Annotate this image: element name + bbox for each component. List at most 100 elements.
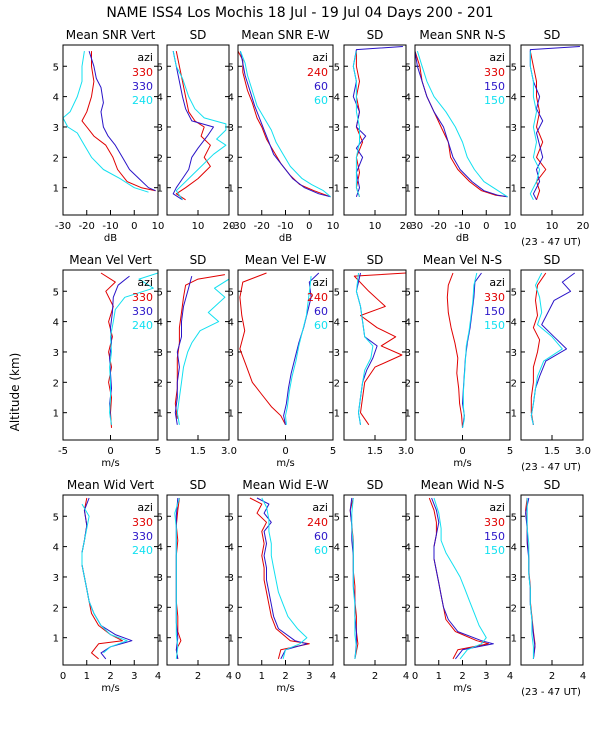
y-tick-label: 3: [405, 573, 411, 584]
panel-frame: [343, 494, 407, 666]
x-tick-label: 2: [195, 671, 201, 682]
series-group: [172, 51, 227, 201]
y-axis-label: Altitude (km): [8, 353, 22, 432]
y-tick-label: 3: [228, 348, 234, 359]
legend-entry: 150: [484, 94, 505, 107]
y-tick-label: 3: [157, 348, 163, 359]
series-line-2: [462, 272, 482, 428]
panel-title: SD: [190, 28, 207, 42]
series-group: [174, 274, 229, 425]
legend-header: azi: [312, 501, 328, 514]
panel-frame: [520, 269, 584, 441]
panel-title: Mean Wid E-W: [242, 478, 328, 492]
panel-title: SD: [544, 253, 561, 267]
y-tick-label: 4: [53, 318, 59, 329]
panel-2: SD 1 2 3 4 5 10 20: [157, 28, 236, 232]
series-line-3: [239, 50, 331, 198]
y-tick-label: 3: [53, 573, 59, 584]
panel-frame: [62, 44, 159, 216]
y-tick-label: 5: [228, 62, 234, 73]
panel-frame: [520, 44, 584, 216]
y-tick-label: 4: [511, 318, 517, 329]
x-tick-label: 5: [330, 446, 336, 457]
series-group: [529, 46, 580, 201]
panel-title: SD: [544, 28, 561, 42]
x-tick-label: 1.5: [367, 446, 383, 457]
x-tick-label: 0: [459, 446, 465, 457]
x-axis-label: m/s: [276, 458, 294, 469]
ut-note-row-1: (23 - 47 UT): [521, 237, 581, 248]
y-tick-label: 1: [53, 634, 59, 645]
panel-frame: [237, 44, 334, 216]
ut-note-row-2: (23 - 47 UT): [521, 462, 581, 473]
legend-entry: 240: [132, 94, 153, 107]
series-line-3: [63, 51, 149, 193]
y-tick-label: 5: [334, 287, 340, 298]
x-axis-label: m/s: [276, 683, 294, 694]
y-tick-label: 5: [405, 287, 411, 298]
y-tick-label: 2: [53, 603, 59, 614]
series-line-1: [530, 272, 547, 425]
x-tick-label: 4: [507, 671, 513, 682]
x-axis-label: dB: [104, 233, 117, 244]
panel-frame: [237, 269, 334, 441]
series-line-3: [174, 497, 180, 659]
x-tick-label: 5: [155, 446, 161, 457]
series-line-3: [172, 51, 227, 201]
x-tick-label: 1.5: [544, 446, 560, 457]
y-tick-label: 4: [511, 93, 517, 104]
y-tick-label: 3: [228, 573, 234, 584]
x-tick-label: 20: [223, 221, 236, 232]
x-tick-label: 5: [507, 446, 513, 457]
panel-4: SD 1 2 3 4 5 10 20: [334, 28, 413, 232]
series-line-3: [529, 51, 541, 201]
x-tick-label: 20: [577, 221, 590, 232]
panel-frame: [343, 269, 407, 441]
x-tick-label: 4: [330, 671, 336, 682]
series-group: [525, 497, 536, 659]
y-tick-label: 1: [334, 634, 340, 645]
y-tick-label: 5: [53, 287, 59, 298]
y-tick-label: 5: [53, 62, 59, 73]
legend-entry: 150: [484, 530, 505, 543]
y-tick-label: 4: [53, 93, 59, 104]
y-tick-label: 1: [228, 184, 234, 195]
y-tick-label: 4: [334, 318, 340, 329]
series-line-1: [175, 51, 211, 201]
y-tick-label: 2: [334, 378, 340, 389]
panel-16: SD 1 2 3 4 5 2 4: [334, 478, 410, 682]
y-tick-label: 3: [405, 348, 411, 359]
legend-entry: 240: [307, 291, 328, 304]
y-tick-label: 5: [405, 62, 411, 73]
series-group: [428, 497, 494, 660]
x-tick-label: 3.0: [221, 446, 237, 457]
panel-frame: [414, 269, 511, 441]
y-tick-label: 2: [157, 603, 163, 614]
x-tick-label: 0: [306, 221, 312, 232]
y-tick-label: 4: [405, 318, 411, 329]
x-tick-label: -10: [454, 221, 470, 232]
x-tick-label: 4: [155, 671, 161, 682]
panel-title: SD: [544, 478, 561, 492]
x-tick-label: 0: [107, 446, 113, 457]
series-line-2: [431, 497, 494, 660]
y-tick-label: 1: [334, 409, 340, 420]
y-tick-label: 4: [334, 543, 340, 554]
x-tick-label: 10: [369, 221, 382, 232]
y-tick-label: 2: [405, 153, 411, 164]
series-line-3: [416, 50, 508, 198]
y-tick-label: 1: [405, 184, 411, 195]
legend-header: azi: [489, 501, 505, 514]
x-axis-label: m/s: [101, 683, 119, 694]
x-axis-label: dB: [456, 233, 469, 244]
x-tick-label: 3: [483, 671, 489, 682]
y-tick-label: 3: [511, 573, 517, 584]
series-line-3: [352, 51, 360, 197]
y-tick-label: 3: [511, 348, 517, 359]
x-tick-label: 2: [372, 671, 378, 682]
x-tick-label: 3.0: [398, 446, 414, 457]
legend-entry: 150: [484, 319, 505, 332]
series-line-3: [530, 272, 563, 425]
